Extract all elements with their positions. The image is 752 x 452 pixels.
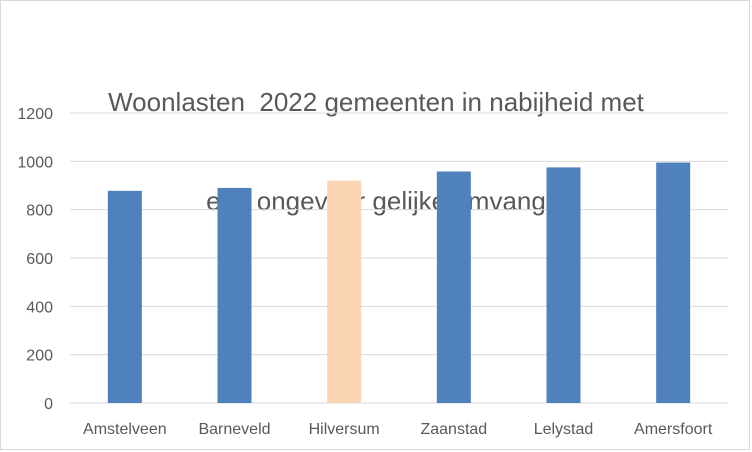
x-tick-label-barneveld: Barneveld (198, 421, 270, 438)
chart-title: Woonlasten 2022 gemeenten in nabijheid m… (0, 20, 752, 251)
x-tick-label-hilversum: Hilversum (309, 421, 380, 438)
bar-amersfoort (656, 162, 691, 403)
bar-hilversum (327, 180, 362, 403)
x-tick-label-lelystad: Lelystad (534, 421, 594, 438)
y-tick-label: 800 (26, 203, 53, 220)
x-tick-label-amersfoort: Amersfoort (634, 421, 713, 438)
y-tick-label: 600 (26, 251, 53, 268)
x-tick-label-zaanstad: Zaanstad (420, 421, 487, 438)
y-tick-label: 200 (26, 348, 53, 365)
x-tick-label-amstelveen: Amstelveen (83, 421, 167, 438)
y-tick-label: 400 (26, 299, 53, 316)
chart-title-line-1: Woonlasten 2022 gemeenten in nabijheid m… (108, 87, 644, 117)
bars (107, 162, 691, 403)
x-axis-ticks: Amstelveen Barneveld Hilversum Zaanstad Lely… (83, 421, 713, 438)
gridlines (70, 112, 728, 404)
y-axis-ticks: 0 200 400 600 800 1000 1200 (17, 106, 53, 413)
bar-lelystad (546, 167, 581, 403)
y-tick-label: 1200 (17, 106, 53, 123)
bar-zaanstad (436, 171, 471, 403)
y-tick-label: 1000 (17, 154, 53, 171)
bar-barneveld (217, 187, 252, 403)
y-tick-label: 0 (44, 396, 53, 413)
bar-amstelveen (107, 190, 142, 403)
